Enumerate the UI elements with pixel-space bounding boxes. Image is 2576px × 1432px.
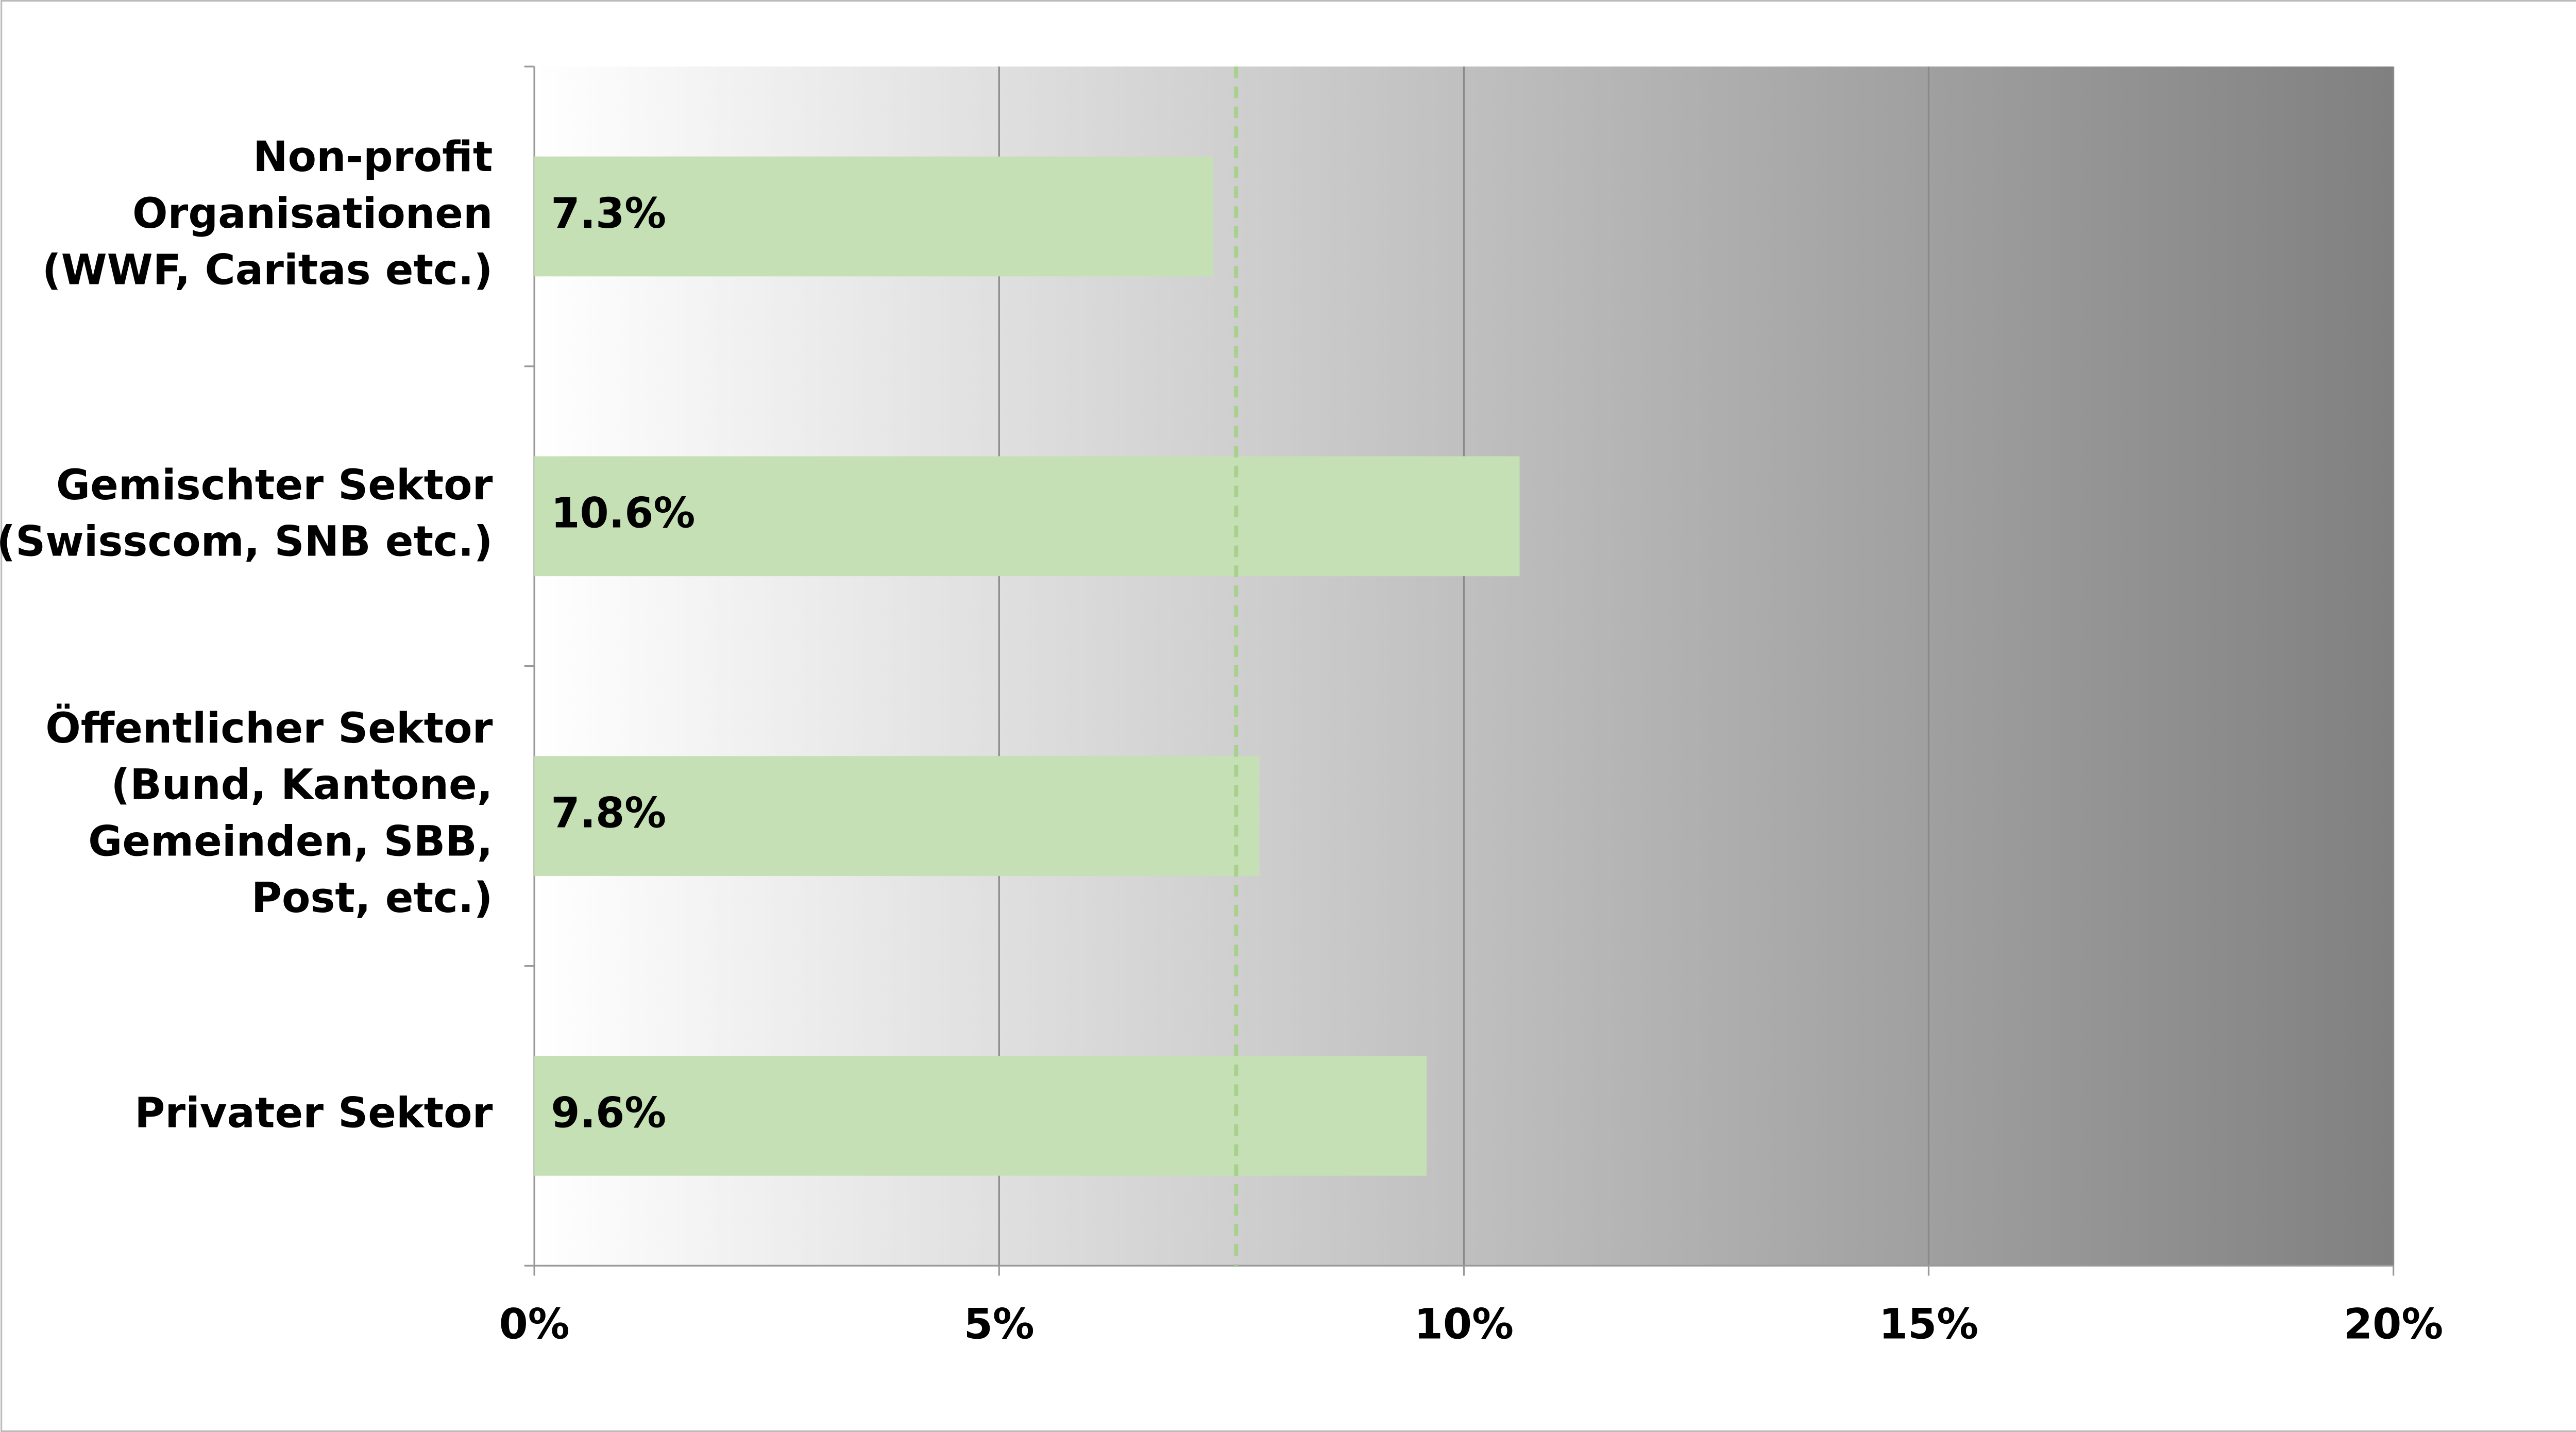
x-tick-label: 5% bbox=[964, 1301, 1035, 1349]
y-tick-label: (WWF, Caritas etc.) bbox=[42, 246, 493, 295]
y-tick-label: Post, etc.) bbox=[251, 874, 493, 922]
y-tick-label: Gemischter Sektor bbox=[56, 461, 493, 510]
y-tick-label: Öffentlicher Sektor bbox=[45, 704, 493, 753]
y-tick-label: Privater Sektor bbox=[134, 1089, 493, 1137]
x-tick-label: 15% bbox=[1879, 1301, 1978, 1349]
y-tick-label: (Bund, Kantone, bbox=[111, 761, 493, 810]
y-tick-label: Organisationen bbox=[132, 190, 493, 238]
value-label: 10.6% bbox=[551, 490, 695, 538]
value-label: 9.6% bbox=[551, 1089, 666, 1137]
value-label: 7.3% bbox=[551, 190, 666, 238]
bar bbox=[534, 1055, 1427, 1176]
bar bbox=[534, 156, 1213, 277]
value-label: 7.8% bbox=[551, 789, 666, 838]
bar bbox=[534, 456, 1520, 577]
x-tick-label: 20% bbox=[2344, 1301, 2443, 1349]
x-tick-label: 10% bbox=[1414, 1301, 1514, 1349]
y-tick-label: Gemeinden, SBB, bbox=[88, 817, 493, 866]
y-tick-label: (Swisscom, SNB etc.) bbox=[0, 518, 493, 566]
bar bbox=[534, 756, 1260, 876]
x-tick-label: 0% bbox=[499, 1301, 570, 1349]
y-tick-label: Non-profit bbox=[253, 133, 493, 181]
